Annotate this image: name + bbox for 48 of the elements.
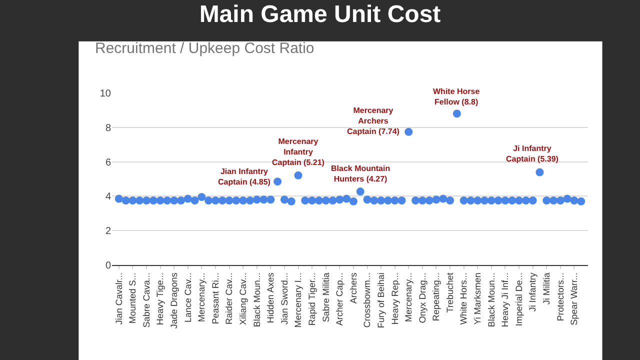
y-tick-label: 0 — [105, 260, 112, 272]
x-tick-label: White Hors... — [458, 272, 469, 325]
x-tick-label: Fury of Beihai — [376, 272, 386, 328]
y-tick-label: 2 — [105, 226, 112, 238]
x-tick-label: Sabre Cava... — [141, 272, 152, 328]
x-tick-label: Crossbowm... — [362, 272, 372, 328]
annotation: Mercenary Infantry Captain (5.21) — [272, 137, 325, 167]
x-tick-label: Archers — [348, 272, 358, 304]
annotation: Black Mountain Hunters (4.27) — [331, 164, 390, 184]
x-tick-label: Mounted S... — [128, 272, 138, 324]
y-tick-label: 4 — [105, 192, 112, 203]
x-tick-label: Xiliang Cav... — [238, 272, 248, 325]
x-tick-label: Jian Cavalr... — [114, 272, 124, 325]
x-tick-label: Peasant Ri... — [210, 272, 220, 324]
chart-title: Main Game Unit Cost — [199, 1, 441, 28]
x-tick-label: Jian Sword... — [279, 272, 290, 325]
x-tick-label: Trebuchet — [444, 272, 455, 313]
x-tick-label: Black Moun... — [252, 272, 262, 328]
annotation: Jian Infantry Captain (4.85) — [218, 167, 271, 186]
x-tick-label: Repeating... — [431, 272, 442, 322]
x-tick-label: Hidden Axes — [266, 272, 276, 324]
x-tick-label: Ji Militia — [542, 272, 552, 305]
x-tick-label: Lance Cav... — [182, 272, 193, 322]
x-tick-label: Rapid Tiger... — [306, 272, 317, 326]
x-tick-label: Black Moun... — [486, 272, 496, 328]
x-tick-label: Mercenary... — [404, 272, 414, 322]
x-tick-label: Mercenary I... — [293, 272, 304, 328]
x-tick-label: Archer Cap... — [334, 272, 345, 326]
annotation: White Horse Fellow (8.8) — [433, 87, 480, 106]
x-tick-label: Imperial De... — [514, 272, 524, 326]
y-tick-label: 8 — [105, 122, 112, 134]
y-tick-label: 10 — [100, 88, 112, 100]
x-tick-label: Mercenary... — [196, 272, 207, 322]
x-tick-label: Raider Cav... — [224, 272, 234, 324]
x-tick-label: Protectors... — [555, 272, 566, 322]
annotation: Ji Infantry Captain (5.39) — [506, 144, 559, 164]
x-tick-label: Sabre Militia — [320, 272, 331, 322]
chart-subtitle: Recruitment / Upkeep Cost Ratio — [95, 40, 314, 57]
x-tick-label: Heavy Tige... — [155, 272, 166, 326]
x-tick-label: Onyx Drag... — [417, 272, 428, 324]
annotation: Mercenary Archers Captain (7.74) — [347, 106, 400, 136]
y-tick-label: 6 — [105, 157, 112, 168]
x-tick-label: Heavy Ji Inf... — [500, 272, 510, 328]
x-tick-label: Heavy Rep... — [390, 272, 400, 325]
x-tick-label: Spear Warr... — [569, 272, 580, 326]
x-tick-label: Jade Dragons — [169, 272, 180, 329]
x-tick-label: Yi Marksmen — [472, 272, 483, 325]
x-tick-label: Ji Infantry — [528, 272, 538, 312]
